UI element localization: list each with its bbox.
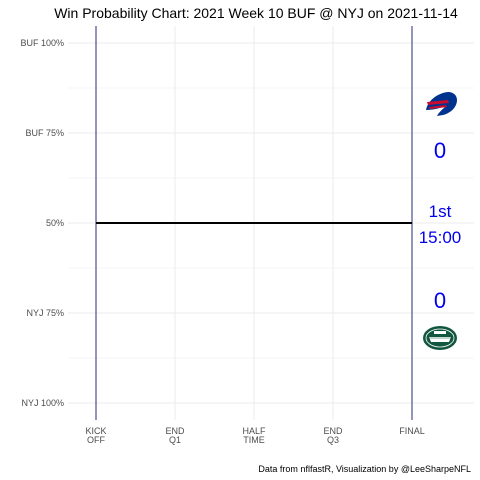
buf-score: 0 (434, 138, 446, 163)
y-tick-label: NYJ 75% (26, 308, 64, 318)
jets-logo (423, 326, 457, 350)
chart-title: Win Probability Chart: 2021 Week 10 BUF … (54, 5, 458, 21)
x-tick-label: KICK OFF (85, 426, 106, 445)
x-tick-label: END Q3 (323, 426, 343, 445)
y-axis: BUF 100% BUF 75% 50% NYJ 75% NYJ 100% (20, 38, 64, 408)
bills-logo (426, 92, 457, 116)
y-tick-label: BUF 75% (25, 128, 64, 138)
y-tick-label: BUF 100% (20, 38, 64, 48)
y-tick-label: NYJ 100% (21, 398, 64, 408)
y-tick-label: 50% (46, 218, 64, 228)
chart-caption: Data from nflfastR, Visualization by @Le… (258, 464, 471, 474)
x-tick-label: FINAL (399, 426, 425, 436)
game-quarter: 1st (429, 202, 452, 221)
nyj-score: 0 (434, 288, 446, 313)
x-tick-label: HALF TIME (242, 426, 266, 445)
x-tick-label: END Q1 (165, 426, 185, 445)
x-axis: KICK OFF END Q1 HALF TIME END Q3 FINAL (85, 426, 424, 445)
game-clock: 15:00 (419, 228, 462, 247)
